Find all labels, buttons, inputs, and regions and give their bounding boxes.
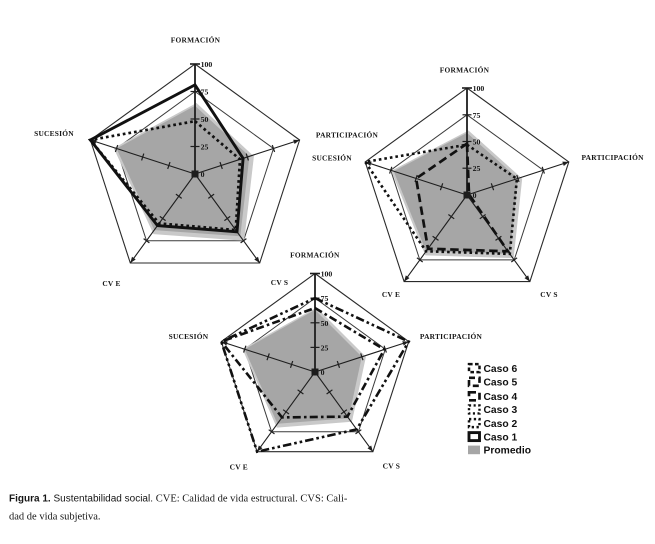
- svg-text:CV S: CV S: [271, 278, 289, 287]
- svg-text:FORMACIÓN: FORMACIÓN: [171, 35, 221, 45]
- svg-text:100: 100: [201, 60, 213, 69]
- svg-text:CV S: CV S: [383, 462, 401, 471]
- svg-text:50: 50: [321, 319, 329, 328]
- svg-text:100: 100: [473, 84, 485, 93]
- svg-text:Caso 4: Caso 4: [484, 392, 518, 403]
- svg-text:CV S: CV S: [540, 290, 558, 299]
- svg-text:75: 75: [321, 294, 329, 303]
- svg-text:Caso 5: Caso 5: [484, 378, 518, 389]
- svg-text:Promedio: Promedio: [484, 446, 532, 457]
- svg-text:CV E: CV E: [382, 290, 400, 299]
- svg-text:PARTICIPACIÓN: PARTICIPACIÓN: [316, 129, 379, 139]
- svg-text:100: 100: [321, 270, 333, 279]
- svg-text:SUCESIÓN: SUCESIÓN: [312, 153, 352, 163]
- svg-text:0: 0: [321, 368, 325, 377]
- svg-text:FORMACIÓN: FORMACIÓN: [290, 250, 340, 260]
- svg-text:CV E: CV E: [230, 462, 248, 471]
- svg-text:Caso 3: Caso 3: [484, 405, 518, 416]
- svg-text:PARTICIPACIÓN: PARTICIPACIÓN: [581, 152, 644, 162]
- svg-text:25: 25: [321, 343, 329, 352]
- svg-text:dad de vida subjetiva.: dad de vida subjetiva.: [9, 512, 101, 523]
- svg-text:Figura 1. Sustentabilidad soci: Figura 1. Sustentabilidad social. CVE: C…: [9, 494, 348, 505]
- svg-text:25: 25: [201, 143, 209, 152]
- svg-text:0: 0: [473, 191, 477, 200]
- svg-text:50: 50: [473, 138, 481, 147]
- svg-text:SUCESIÓN: SUCESIÓN: [169, 331, 209, 341]
- svg-text:Caso 6: Caso 6: [484, 364, 518, 375]
- svg-text:50: 50: [201, 115, 209, 124]
- svg-text:CV E: CV E: [102, 279, 120, 288]
- svg-text:75: 75: [201, 88, 209, 97]
- svg-text:SUCESIÓN: SUCESIÓN: [34, 128, 74, 138]
- svg-text:Caso 2: Caso 2: [484, 419, 518, 430]
- svg-text:Caso 1: Caso 1: [484, 432, 518, 443]
- svg-text:25: 25: [473, 164, 481, 173]
- svg-text:75: 75: [473, 111, 481, 120]
- svg-text:0: 0: [201, 170, 205, 179]
- svg-text:PARTICIPACIÓN: PARTICIPACIÓN: [420, 331, 483, 341]
- svg-text:FORMACIÓN: FORMACIÓN: [440, 65, 490, 75]
